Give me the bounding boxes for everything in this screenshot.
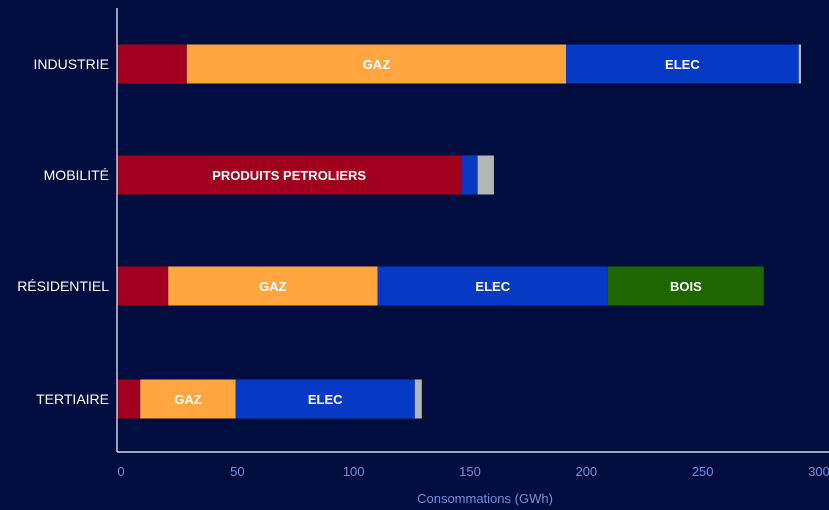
bar-segment-industrie-produits-petroliers <box>117 44 187 84</box>
bar-segment-mobilité-elec <box>461 155 478 195</box>
segment-label: ELEC <box>475 279 510 294</box>
category-label: TERTIAIRE <box>36 391 109 407</box>
bar-segment-résidentiel-produits-petroliers <box>117 266 169 306</box>
segment-label: GAZ <box>174 392 202 407</box>
x-axis-title: Consommations (GWh) <box>417 491 553 506</box>
bar-segment-tertiaire-gaz <box>140 379 236 419</box>
bar-segment-tertiaire-autres <box>414 379 422 419</box>
segment-label: ELEC <box>665 57 700 72</box>
category-label: MOBILITÉ <box>44 167 109 183</box>
category-label: INDUSTRIE <box>34 56 109 72</box>
x-tick-label: 300 <box>808 464 829 479</box>
segment-label: PRODUITS PETROLIERS <box>212 168 366 183</box>
bar-segment-industrie-elec <box>566 44 799 84</box>
segment-label: ELEC <box>308 392 343 407</box>
bar-segment-industrie-gaz <box>186 44 567 84</box>
x-tick-label: 150 <box>459 464 481 479</box>
bar-segment-mobilité-autres <box>477 155 494 195</box>
bar-segment-tertiaire-produits-petroliers <box>117 379 141 419</box>
bar-segment-industrie-autres <box>798 44 802 84</box>
x-tick-label: 250 <box>692 464 714 479</box>
category-label: RÉSIDENTIEL <box>17 278 109 294</box>
x-tick-label: 0 <box>117 464 124 479</box>
x-tick-label: 50 <box>230 464 244 479</box>
x-tick-label: 100 <box>343 464 365 479</box>
segment-label: BOIS <box>670 279 702 294</box>
x-tick-label: 200 <box>575 464 597 479</box>
segment-label: GAZ <box>363 57 391 72</box>
bar-segment-tertiaire-elec <box>235 379 415 419</box>
bar-segment-résidentiel-elec <box>377 266 608 306</box>
segment-label: GAZ <box>259 279 287 294</box>
bar-segment-mobilité-produits-petroliers <box>117 155 462 195</box>
bar-segment-résidentiel-bois <box>607 266 764 306</box>
bar-segment-résidentiel-gaz <box>168 266 378 306</box>
